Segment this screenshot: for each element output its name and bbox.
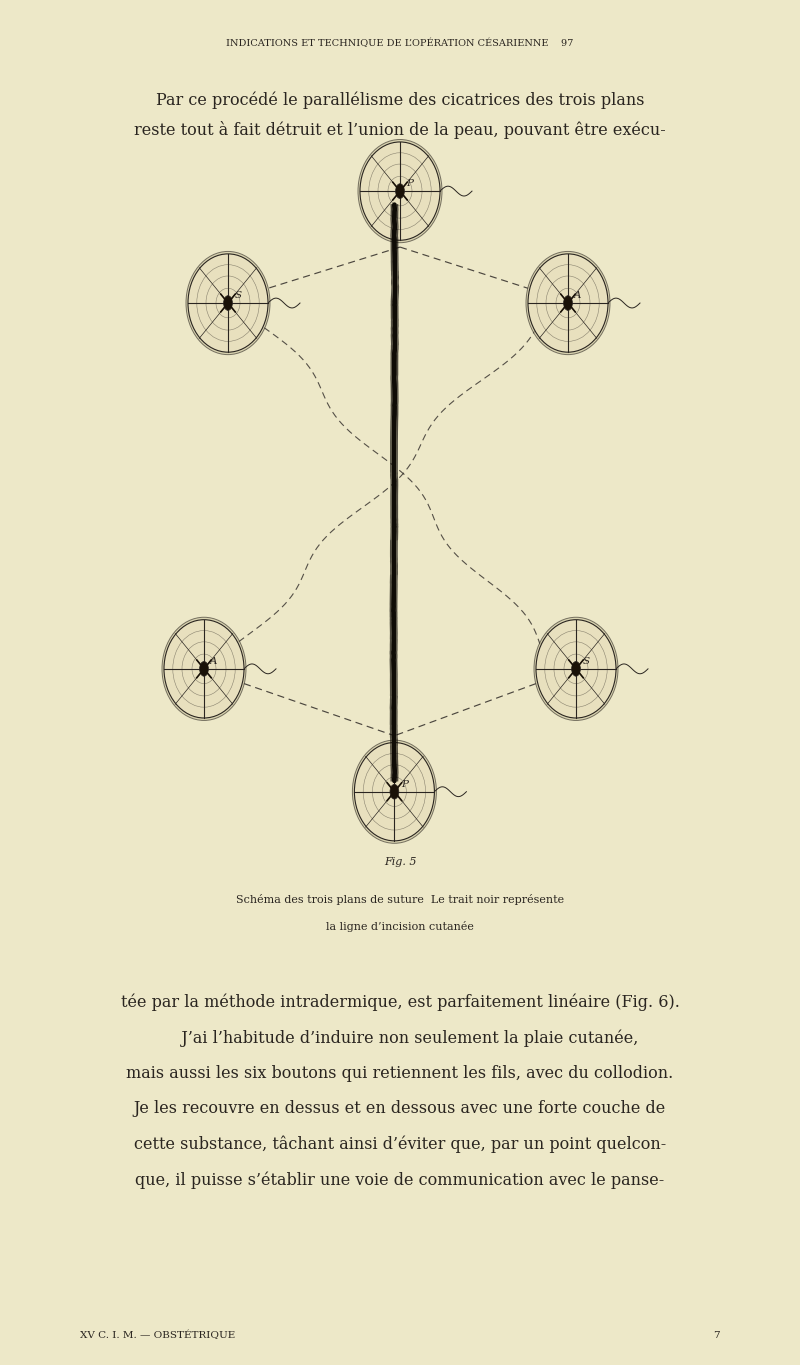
Text: tée par la méthode intradermique, est parfaitement linéaire (Fig. 6).: tée par la méthode intradermique, est pa… [121, 994, 679, 1011]
Text: XV C. I. M. — OBSTÉTRIQUE: XV C. I. M. — OBSTÉTRIQUE [80, 1331, 235, 1340]
Ellipse shape [354, 743, 434, 841]
Text: S: S [234, 291, 242, 300]
Text: P: P [401, 779, 408, 789]
Text: Schéma des trois plans de suture  Le trait noir représente: Schéma des trois plans de suture Le trai… [236, 894, 564, 905]
Ellipse shape [563, 296, 573, 310]
Text: mais aussi les six boutons qui retiennent les fils, avec du collodion.: mais aussi les six boutons qui retiennen… [126, 1065, 674, 1081]
Ellipse shape [188, 254, 268, 352]
Ellipse shape [390, 785, 398, 799]
Text: reste tout à fait détruit et l’union de la peau, pouvant être exécu-: reste tout à fait détruit et l’union de … [134, 121, 666, 139]
Text: cette substance, tâchant ainsi d’éviter que, par un point quelcon-: cette substance, tâchant ainsi d’éviter … [134, 1136, 666, 1153]
Text: INDICATIONS ET TECHNIQUE DE L’OPÉRATION CÉSARIENNE    97: INDICATIONS ET TECHNIQUE DE L’OPÉRATION … [226, 38, 574, 48]
Text: Fig. 5: Fig. 5 [384, 857, 416, 867]
Text: que, il puisse s’établir une voie de communication avec le panse-: que, il puisse s’établir une voie de com… [135, 1171, 665, 1189]
Ellipse shape [358, 139, 442, 243]
Ellipse shape [164, 620, 244, 718]
Ellipse shape [352, 740, 437, 844]
Text: la ligne d’incision cutanée: la ligne d’incision cutanée [326, 921, 474, 932]
Ellipse shape [571, 662, 581, 676]
Text: Par ce procédé le parallélisme des cicatrices des trois plans: Par ce procédé le parallélisme des cicat… [156, 91, 644, 109]
Ellipse shape [526, 251, 610, 355]
Text: J’ai l’habitude d’induire non seulement la plaie cutanée,: J’ai l’habitude d’induire non seulement … [162, 1029, 638, 1047]
Ellipse shape [200, 662, 208, 676]
Text: A: A [210, 657, 218, 666]
Ellipse shape [528, 254, 608, 352]
Text: 7: 7 [714, 1331, 720, 1340]
Ellipse shape [396, 184, 404, 198]
Ellipse shape [534, 617, 618, 721]
Text: P: P [406, 179, 414, 188]
Ellipse shape [536, 620, 616, 718]
Ellipse shape [162, 617, 246, 721]
Ellipse shape [223, 296, 232, 310]
Text: Je les recouvre en dessus et en dessous avec une forte couche de: Je les recouvre en dessus et en dessous … [134, 1100, 666, 1117]
Ellipse shape [186, 251, 270, 355]
Ellipse shape [360, 142, 440, 240]
Text: A: A [574, 291, 582, 300]
Text: S: S [582, 657, 590, 666]
